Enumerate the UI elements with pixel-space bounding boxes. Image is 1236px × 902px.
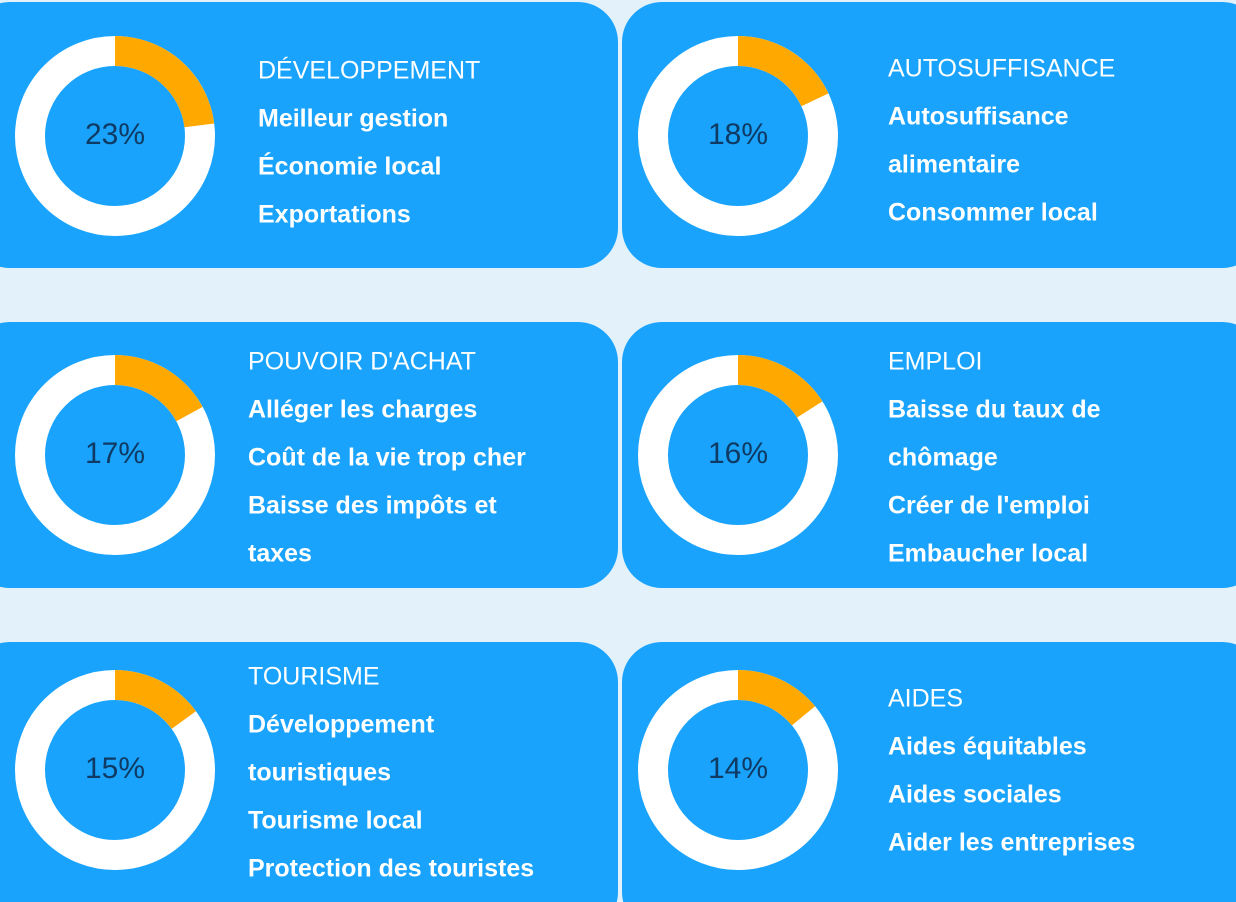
card-item: touristiques: [248, 759, 391, 787]
card-item: Baisse du taux de: [888, 396, 1101, 424]
donut-arc: [737, 355, 823, 418]
card-item: chômage: [888, 444, 998, 472]
card-item: Coût de la vie trop cher: [248, 444, 526, 472]
card-item: Protection des touristes: [248, 855, 534, 883]
percent-label: 17%: [85, 437, 145, 470]
card-title: AIDES: [888, 685, 963, 713]
card-title: EMPLOI: [888, 348, 982, 376]
percent-label: 16%: [708, 437, 768, 470]
card-title: AUTOSUFFISANCE: [888, 55, 1115, 83]
card-item: Développement: [248, 711, 435, 739]
percent-label: 15%: [85, 752, 145, 785]
donut-arc: [114, 36, 215, 128]
card-item: Exportations: [258, 201, 411, 229]
percent-label: 23%: [85, 118, 145, 151]
card-title: DÉVELOPPEMENT: [258, 56, 480, 85]
card-item: Meilleur gestion: [258, 105, 448, 133]
card-item: Aides équitables: [888, 733, 1087, 761]
donut-arc: [737, 670, 816, 726]
card-item: Alléger les charges: [248, 396, 477, 424]
card-item: Aides sociales: [888, 781, 1062, 809]
percent-label: 18%: [708, 118, 768, 151]
card-item: Baisse des impôts et: [248, 492, 497, 520]
card-item: Embaucher local: [888, 540, 1088, 568]
card-item: Économie local: [258, 152, 441, 181]
card-item: Consommer local: [888, 199, 1098, 227]
card-item: alimentaire: [888, 151, 1020, 179]
card-item: Aider les entreprises: [888, 829, 1135, 857]
card-item: taxes: [248, 540, 312, 568]
card-title: POUVOIR D'ACHAT: [248, 348, 476, 376]
card-title: TOURISME: [248, 663, 380, 691]
donut-arc: [737, 36, 829, 107]
percent-label: 14%: [708, 752, 768, 785]
donut-arc: [114, 670, 196, 730]
card-item: Créer de l'emploi: [888, 492, 1090, 520]
card-item: Autosuffisance: [888, 103, 1069, 131]
donut-arc: [114, 355, 203, 422]
card-item: Tourisme local: [248, 807, 423, 835]
